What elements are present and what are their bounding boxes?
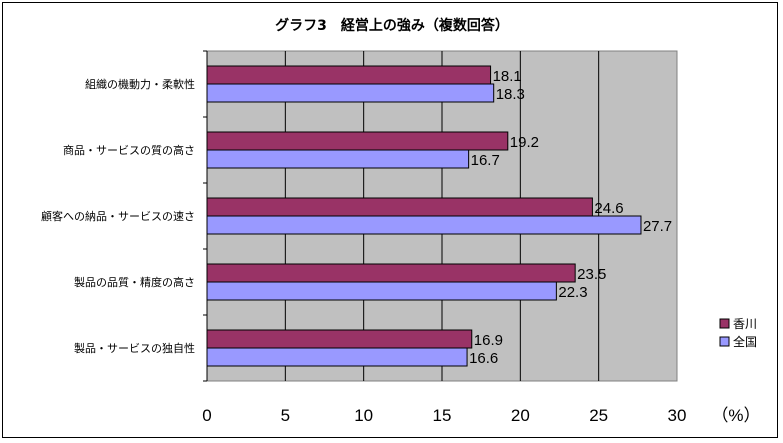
- x-tick-label: 25: [589, 406, 608, 425]
- category-label: 顧客への納品・サービスの速さ: [41, 209, 195, 223]
- x-tick-label: 5: [281, 406, 290, 425]
- x-tick-label: 10: [354, 406, 373, 425]
- x-tick-label: 15: [433, 406, 452, 425]
- bar-kagawa: [206, 329, 473, 349]
- data-label: 16.7: [471, 152, 500, 169]
- bar-kagawa: [206, 131, 509, 151]
- x-tick-label: 0: [202, 406, 211, 425]
- bar-kagawa: [206, 65, 492, 85]
- data-label: 24.6: [594, 200, 623, 217]
- data-label: 16.9: [474, 332, 503, 349]
- bar-national: [206, 281, 557, 301]
- x-tick-label: 20: [511, 406, 530, 425]
- bar-kagawa: [206, 197, 593, 217]
- category-label: 製品の品質・精度の高さ: [74, 275, 195, 289]
- category-label: 組織の機動力・柔軟性: [85, 77, 195, 91]
- x-axis-unit-label: （%）: [711, 406, 760, 425]
- data-label: 19.2: [510, 134, 539, 151]
- legend-label: 全国: [733, 334, 757, 349]
- data-label: 23.5: [577, 266, 606, 283]
- x-tick-label: 30: [668, 406, 687, 425]
- chart-title: グラフ3 経営上の強み（複数回答）: [275, 17, 509, 34]
- data-label: 18.3: [496, 86, 525, 103]
- bar-kagawa: [206, 263, 576, 283]
- legend-swatch: [719, 318, 730, 329]
- legend-label: 香川: [733, 317, 757, 331]
- data-label: 18.1: [493, 68, 522, 85]
- plot-area: 0 5 10 15 20 25 30 組織の機動力・柔軟性 18.118.3 商品・サービスの質の…: [41, 50, 687, 425]
- data-label: 27.7: [643, 218, 672, 235]
- data-label: 22.3: [558, 284, 587, 301]
- category-label: 商品・サービスの質の高さ: [63, 143, 195, 157]
- bar-national: [206, 215, 642, 235]
- category-label: 製品・サービスの独自性: [74, 341, 195, 355]
- bar-national: [206, 149, 470, 169]
- data-label: 16.6: [469, 350, 498, 367]
- bar-national: [206, 347, 468, 367]
- legend-swatch: [719, 336, 730, 347]
- bar-national: [206, 83, 495, 103]
